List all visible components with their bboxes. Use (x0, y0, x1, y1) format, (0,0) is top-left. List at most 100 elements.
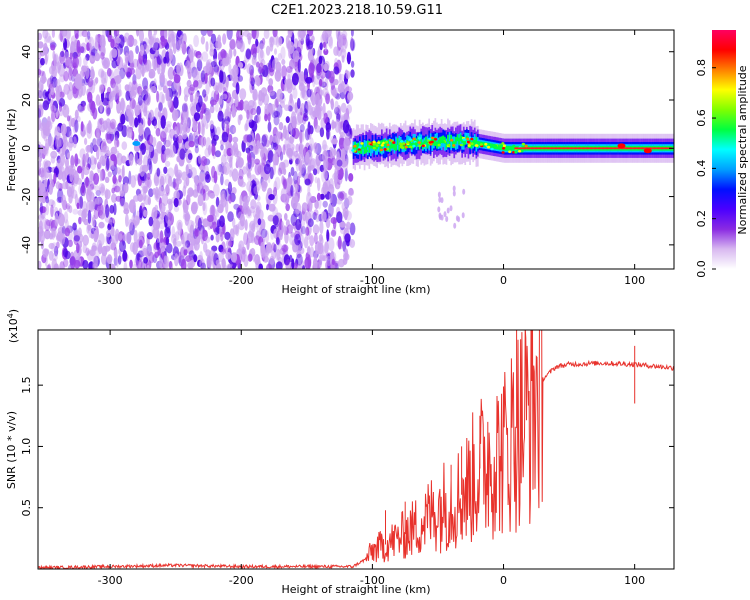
heatmap-cell (491, 143, 493, 149)
heatmap-cell (313, 209, 319, 216)
snr-y-ticks: 0.5 1.0 1.5 (20, 376, 674, 516)
heatmap-cell (269, 42, 274, 52)
heatmap-cell (274, 176, 281, 190)
heatmap-cell (114, 127, 119, 141)
heatmap-cell (336, 211, 343, 224)
heatmap-cell (390, 140, 393, 148)
heatmap-cell (343, 158, 349, 167)
heatmap-cell (168, 212, 174, 226)
heatmap-cell (194, 135, 199, 149)
heatmap-cell (217, 41, 222, 49)
heatmap-cell (94, 185, 100, 192)
heatmap-cell (43, 42, 48, 56)
heatmap-cell (188, 134, 192, 143)
heatmap-cell (113, 68, 120, 82)
heatmap-cell (95, 189, 102, 197)
heatmap-cell (228, 48, 233, 60)
heatmap-cell (295, 263, 302, 269)
heatmap-cell (350, 60, 355, 68)
heatmap-cell (232, 141, 238, 153)
heatmap-cell (100, 44, 106, 57)
heatmap-cell (500, 145, 503, 151)
heatmap-cell (227, 181, 233, 195)
heatmap-cell (330, 203, 334, 216)
heatmap-cell (202, 89, 207, 98)
heatmap-cell (72, 136, 77, 149)
heatmap-cell (319, 89, 324, 96)
heatmap-cell (455, 137, 457, 144)
heatmap-cell (636, 147, 642, 150)
heatmap-cell (76, 202, 80, 210)
heatmap-cell (473, 140, 476, 147)
heatmap-cell (198, 154, 202, 165)
heatmap-cell (218, 97, 223, 105)
heatmap-cell (428, 137, 432, 141)
heatmap-cell (113, 86, 117, 96)
heatmap-cell (336, 197, 343, 205)
heatmap-cell (178, 159, 185, 167)
heatmap-cell (144, 169, 148, 183)
heatmap-cell (209, 48, 215, 57)
heatmap-cell (88, 36, 95, 51)
heatmap-cell (332, 88, 338, 98)
heatmap-cell (433, 137, 435, 145)
heatmap-cell (372, 142, 376, 146)
heatmap-cell (82, 259, 89, 269)
heatmap-cell (473, 134, 476, 146)
heatmap-cell (209, 99, 217, 106)
heatmap-cell (40, 84, 44, 91)
heatmap-cell (121, 141, 128, 151)
heatmap-cell (339, 131, 345, 139)
heatmap-cell (307, 254, 312, 269)
heatmap-cell (333, 66, 340, 75)
heatmap-cell (313, 75, 320, 85)
heatmap-cell (101, 245, 108, 257)
heatmap-cell (116, 139, 120, 148)
heatmap-cell (49, 75, 54, 85)
heatmap-cell (600, 147, 606, 150)
heatmap-cell (291, 111, 297, 122)
heatmap-cell (50, 242, 58, 252)
heatmap-cell (160, 115, 166, 129)
heatmap-cell (149, 47, 157, 55)
heatmap-cell (475, 136, 478, 144)
heatmap-cell (130, 175, 137, 188)
heatmap-cell (110, 38, 115, 49)
heatmap-cell (109, 98, 113, 110)
heatmap-cell (274, 98, 279, 109)
heatmap-cell (87, 224, 91, 231)
heatmap-cell (293, 195, 299, 204)
heatmap-cell (97, 118, 103, 130)
heatmap-cell (292, 87, 298, 100)
heatmap-cell (88, 180, 95, 188)
heatmap-cell (84, 137, 88, 146)
heatmap-cell (38, 148, 43, 163)
heatmap-cell (267, 121, 272, 133)
heatmap-cell (199, 120, 205, 135)
spectrogram-heatmap (38, 30, 674, 269)
heatmap-cell (273, 115, 280, 126)
heatmap-cell (87, 30, 91, 40)
heatmap-cell (406, 141, 410, 144)
heatmap-cell (113, 185, 121, 193)
heatmap-cell (331, 138, 338, 145)
heatmap-cell (161, 67, 165, 75)
heatmap-cell (264, 103, 271, 115)
heatmap-cell (99, 117, 104, 125)
heatmap-cell (313, 232, 318, 245)
heatmap-cell (492, 143, 495, 149)
heatmap-cell (414, 142, 418, 145)
heatmap-cell (366, 140, 369, 148)
heatmap-cell (258, 98, 263, 106)
heatmap-cell (512, 144, 516, 148)
heatmap-cell (438, 214, 442, 220)
heatmap-cell (298, 157, 302, 172)
heatmap-cell (145, 177, 152, 189)
heatmap-cell (167, 198, 173, 205)
heatmap-cell (224, 108, 229, 120)
heatmap-cell (43, 168, 50, 179)
heatmap-cell (305, 33, 310, 47)
heatmap-cell (106, 254, 113, 265)
heatmap-cell (304, 227, 308, 237)
heatmap-cell (82, 234, 89, 246)
